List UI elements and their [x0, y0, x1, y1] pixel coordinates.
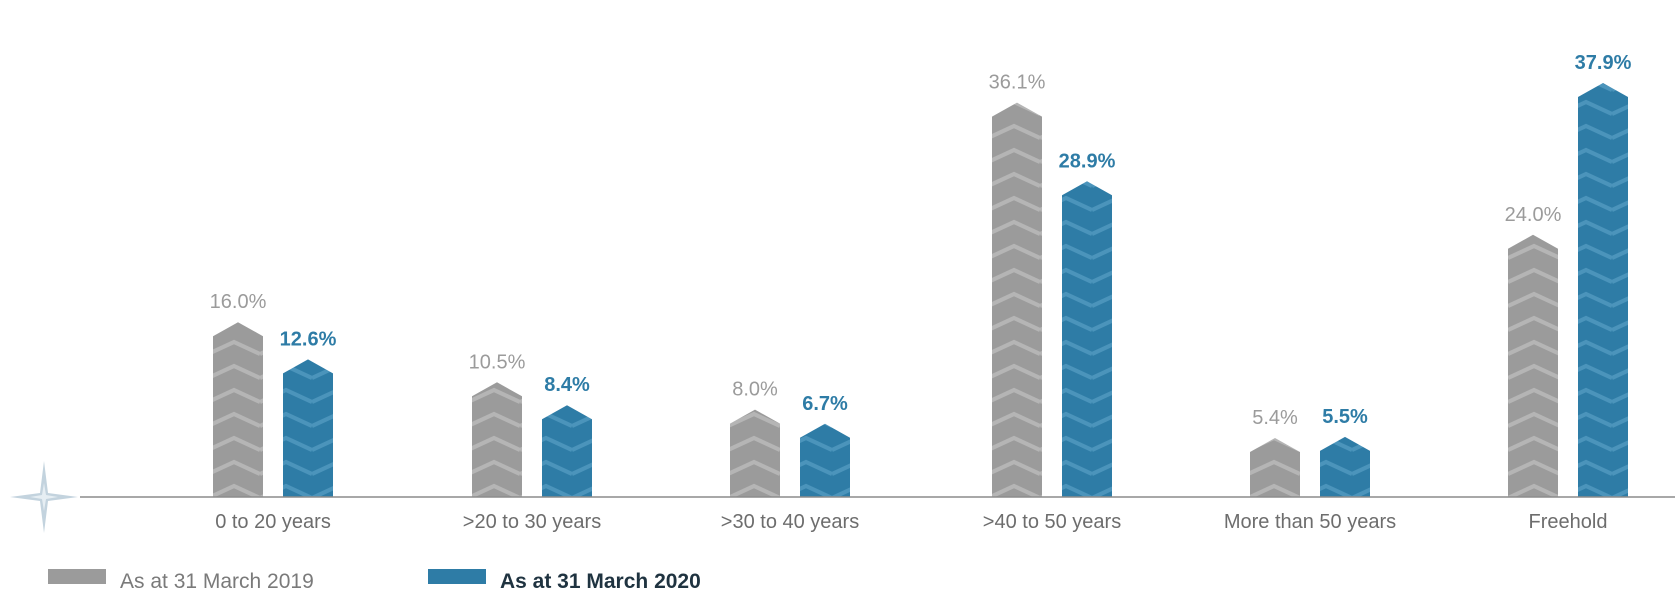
x-tick-label-3: >40 to 50 years	[983, 511, 1121, 533]
x-tick-label-2: >30 to 40 years	[721, 511, 859, 533]
bar-2020-4	[1320, 436, 1370, 497]
value-label-2019-1: 10.5%	[469, 351, 526, 373]
value-label-2020-1: 8.4%	[544, 374, 590, 396]
bar-2020-2	[800, 423, 850, 497]
bar-2019-2	[730, 409, 780, 497]
bar-2019-3	[992, 102, 1042, 498]
legend-swatch-2020	[428, 569, 486, 584]
bar-2019-1	[472, 382, 522, 497]
bar-2020-3	[1062, 181, 1112, 497]
bars-layer	[213, 82, 1628, 498]
value-label-2019-5: 24.0%	[1505, 204, 1562, 226]
tick-labels-layer: 0 to 20 years >20 to 30 years >30 to 40 ye…	[215, 511, 1607, 533]
x-tick-label-1: >20 to 30 years	[463, 511, 601, 533]
bar-2019-5	[1508, 234, 1558, 498]
legend: As at 31 March 2019 As at 31 March 2020	[48, 569, 701, 590]
value-label-2020-4: 5.5%	[1322, 406, 1368, 428]
legend-swatch-2019	[48, 569, 106, 584]
value-labels-layer: 16.0% 12.6% 10.5% 8.4% 8.0% 6.7% 36.1% 28.9% 5.4…	[210, 52, 1632, 429]
x-tick-label-4: More than 50 years	[1224, 511, 1396, 533]
value-label-2020-5: 37.9%	[1575, 52, 1632, 74]
value-label-2019-2: 8.0%	[732, 379, 778, 401]
sparkle-star-icon	[10, 461, 78, 533]
value-label-2020-0: 12.6%	[280, 328, 337, 350]
value-label-2019-4: 5.4%	[1252, 407, 1298, 429]
value-label-2020-3: 28.9%	[1059, 150, 1116, 172]
value-label-2019-0: 16.0%	[210, 291, 267, 313]
legend-label-2019: As at 31 March 2019	[120, 570, 314, 590]
bar-2020-1	[542, 405, 592, 497]
bar-2020-5	[1578, 82, 1628, 497]
x-tick-label-0: 0 to 20 years	[215, 511, 331, 533]
value-label-2019-3: 36.1%	[989, 72, 1046, 94]
value-label-2020-2: 6.7%	[802, 393, 848, 415]
x-tick-label-5: Freehold	[1529, 511, 1608, 533]
bar-2020-0	[283, 359, 333, 497]
bar-2019-0	[213, 322, 263, 497]
legend-label-2020: As at 31 March 2020	[500, 570, 701, 590]
bar-2019-4	[1250, 438, 1300, 497]
